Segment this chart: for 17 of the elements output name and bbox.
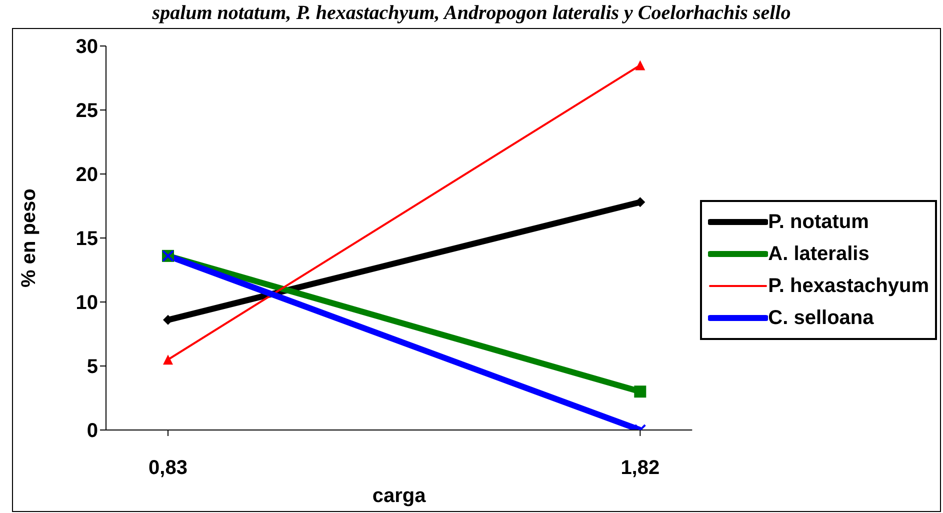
legend-label: C. selloana [768, 306, 874, 330]
chart-title: spalum notatum, P. hexastachyum, Andropogon lateralis y Coelorhachis sello [151, 2, 792, 25]
y-tick-label: 15 [76, 228, 98, 250]
legend-label: P. notatum [768, 210, 869, 234]
legend-label: A. lateralis [768, 242, 870, 266]
y-tick-label: 30 [76, 36, 98, 58]
x-tick-label: 1,82 [620, 457, 660, 480]
x-tick-label: 0,83 [148, 457, 188, 480]
legend-label: P. hexastachyum [768, 274, 929, 298]
y-tick-label: 5 [86, 356, 98, 378]
x-axis-title: carga [372, 485, 427, 507]
y-tick-label: 20 [76, 164, 98, 186]
y-tick-label: 25 [76, 100, 98, 122]
y-tick-label: 10 [76, 292, 98, 314]
y-axis-title: % en peso [18, 188, 40, 288]
y-tick-label: 0 [86, 420, 98, 442]
point [634, 386, 646, 398]
